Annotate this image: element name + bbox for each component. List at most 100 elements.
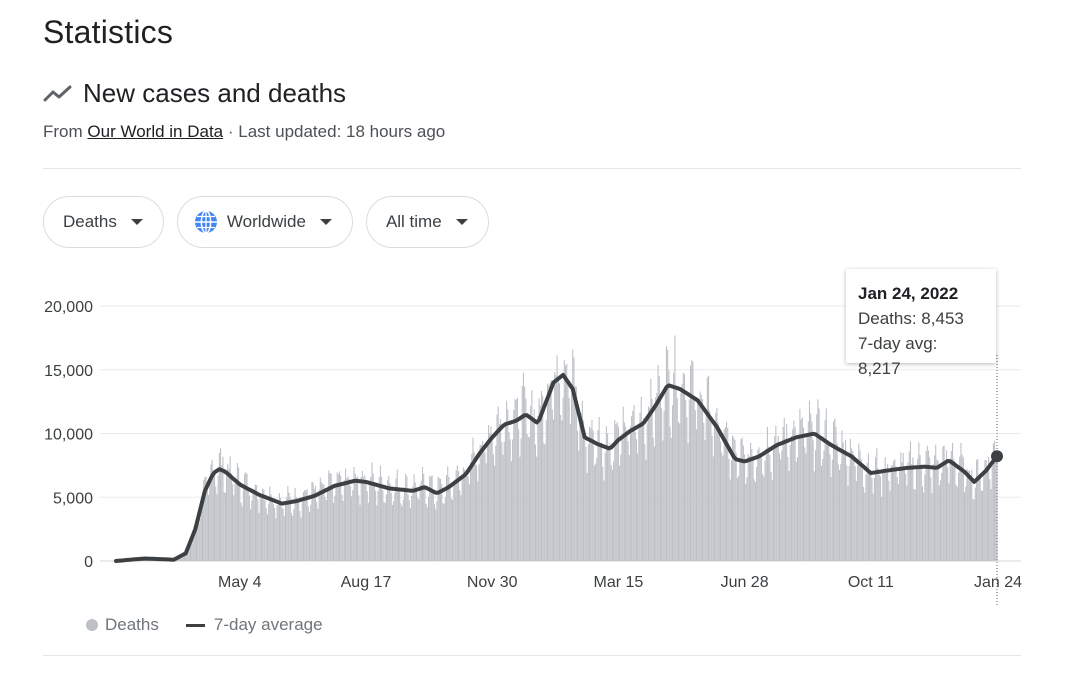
deaths-bar (628, 455, 630, 561)
deaths-bar (670, 437, 672, 561)
deaths-bar (632, 410, 634, 561)
deaths-bar (799, 408, 801, 561)
deaths-bar (567, 380, 569, 561)
deaths-bar (983, 475, 985, 561)
deaths-bar (777, 435, 779, 561)
deaths-bar (906, 485, 908, 561)
deaths-bar (390, 492, 392, 561)
deaths-bar (804, 447, 806, 561)
deaths-bar (961, 454, 963, 561)
deaths-bar (936, 459, 938, 561)
deaths-bar (644, 444, 646, 561)
deaths-bar (554, 372, 556, 561)
deaths-bar (227, 463, 229, 561)
metric-dropdown[interactable]: Deaths (43, 196, 164, 248)
source-link[interactable]: Our World in Data (87, 122, 224, 141)
deaths-bar (840, 464, 842, 561)
deaths-bar (903, 468, 905, 561)
deaths-bar (295, 497, 297, 561)
deaths-bar (915, 469, 918, 561)
deaths-bar (829, 454, 831, 561)
deaths-bar (348, 478, 350, 561)
deaths-bar (347, 476, 349, 561)
deaths-bar (346, 478, 348, 561)
deaths-bar (966, 469, 968, 561)
deaths-bar (617, 426, 619, 561)
last-updated: · Last updated: 18 hours ago (227, 122, 446, 141)
deaths-bar (462, 467, 464, 561)
deaths-bar (484, 452, 486, 561)
deaths-bar (341, 494, 343, 561)
deaths-bar (365, 483, 367, 561)
deaths-bar (645, 459, 647, 561)
deaths-bar (701, 399, 704, 561)
deaths-bar (214, 471, 216, 561)
deaths-bar (337, 473, 339, 561)
tooltip-average: 7-day avg: 8,217 (858, 334, 938, 378)
deaths-bar (637, 453, 639, 561)
region-dropdown[interactable]: Worldwide (176, 196, 353, 248)
deaths-bar (405, 473, 407, 561)
deaths-bar (401, 506, 403, 561)
deaths-bar (775, 425, 777, 561)
deaths-bar (823, 450, 825, 561)
deaths-bar (957, 472, 960, 561)
deaths-bar (901, 462, 903, 561)
deaths-bar (521, 385, 523, 561)
deaths-bar (721, 452, 723, 561)
deaths-bar (443, 503, 445, 561)
deaths-bar (661, 408, 663, 561)
deaths-bar (622, 406, 624, 561)
deaths-bar (867, 453, 869, 561)
deaths-bar (927, 450, 930, 561)
deaths-bar (502, 454, 504, 561)
deaths-bar (240, 502, 242, 561)
legend-deaths-swatch (86, 619, 98, 631)
deaths-bar (861, 469, 863, 561)
deaths-bar (339, 471, 341, 561)
deaths-bar (508, 431, 510, 561)
deaths-bar (293, 509, 295, 561)
time-range-dropdown-label: All time (385, 212, 442, 231)
time-range-dropdown[interactable]: All time (365, 196, 489, 248)
deaths-bar (875, 457, 877, 561)
trending-icon (43, 85, 72, 101)
deaths-bar (978, 476, 980, 561)
deaths-bar (744, 454, 746, 561)
x-tick-label: Jan 24 (974, 574, 1022, 591)
deaths-bar (421, 466, 424, 561)
deaths-bar (989, 479, 991, 561)
tooltip-date: Jan 24, 2022 (858, 284, 959, 303)
deaths-bar (412, 486, 414, 561)
deaths-bar (726, 421, 728, 561)
deaths-bar (854, 466, 856, 561)
deaths-bar (425, 503, 427, 561)
deaths-bar (613, 461, 615, 561)
deaths-bar (675, 388, 677, 561)
deaths-bar (539, 405, 541, 561)
deaths-bar (265, 508, 267, 561)
deaths-bar (316, 501, 318, 561)
deaths-chart[interactable]: 20,000 15,000 10,000 5,000 0 May 4 Aug 17 Nov 3… (0, 260, 1069, 610)
deaths-bar (655, 397, 657, 561)
deaths-bar (627, 441, 629, 561)
deaths-bar (693, 397, 695, 561)
deaths-bar (478, 464, 480, 561)
deaths-bar (992, 443, 994, 561)
deaths-bar (955, 484, 957, 561)
deaths-bar (932, 464, 934, 561)
deaths-bar (330, 473, 332, 561)
deaths-bar (884, 457, 886, 561)
deaths-bar (769, 454, 771, 561)
deaths-bar (354, 473, 356, 561)
deaths-bar (586, 472, 588, 561)
deaths-bar (714, 420, 716, 561)
deaths-bar (944, 461, 946, 561)
deaths-bar (430, 476, 432, 561)
deaths-bar (406, 476, 408, 561)
deaths-bar (407, 494, 409, 561)
deaths-bar (482, 441, 484, 561)
deaths-bar (507, 409, 509, 561)
deaths-bar (638, 429, 640, 561)
deaths-bar (647, 406, 649, 561)
